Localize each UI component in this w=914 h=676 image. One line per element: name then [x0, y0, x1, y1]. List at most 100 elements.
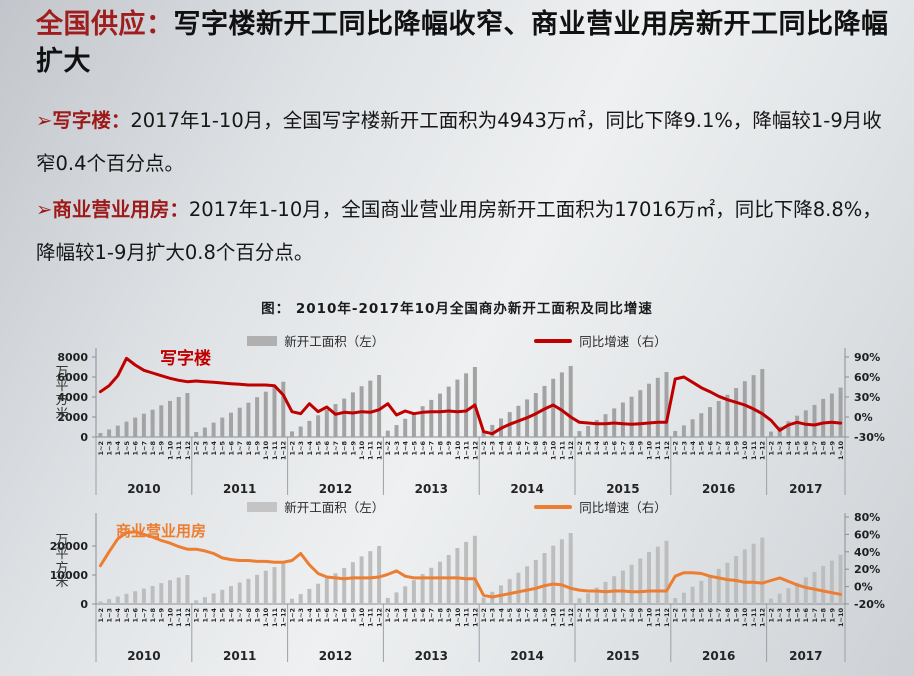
- svg-text:1~5: 1~5: [314, 608, 322, 623]
- office-chart: 0 2000 4000 6000 8000 -30% 0% 30% 60% 90% 1~2 1~3 1~…: [0, 346, 914, 500]
- svg-text:1~9: 1~9: [158, 608, 166, 623]
- svg-text:2017: 2017: [789, 649, 822, 663]
- svg-text:1~6: 1~6: [227, 608, 235, 623]
- svg-text:1~11: 1~11: [271, 441, 279, 460]
- svg-text:10000: 10000: [50, 569, 89, 582]
- svg-text:平: 平: [55, 547, 68, 562]
- svg-text:方: 方: [55, 560, 68, 576]
- svg-text:1~2: 1~2: [480, 608, 488, 623]
- svg-text:1~7: 1~7: [332, 608, 340, 623]
- svg-text:1~4: 1~4: [497, 441, 505, 456]
- svg-text:1~11: 1~11: [175, 608, 183, 627]
- svg-text:1~7: 1~7: [619, 608, 627, 623]
- svg-text:2015: 2015: [606, 649, 639, 663]
- svg-text:2010: 2010: [127, 649, 160, 663]
- svg-text:1~8: 1~8: [245, 608, 253, 623]
- svg-text:1~12: 1~12: [184, 441, 192, 460]
- svg-text:1~12: 1~12: [567, 608, 575, 627]
- svg-text:1~8: 1~8: [149, 441, 157, 456]
- svg-text:1~9: 1~9: [733, 608, 741, 623]
- svg-text:1~6: 1~6: [611, 608, 619, 623]
- svg-text:1~7: 1~7: [428, 441, 436, 456]
- svg-text:1~5: 1~5: [602, 608, 610, 623]
- svg-text:1~6: 1~6: [515, 608, 523, 623]
- commercial-chart: 0 10000 20000 -20% 0% 20% 40% 60% 80% 1~2 1~3 1~4 1~…: [0, 500, 914, 672]
- svg-text:1~4: 1~4: [114, 441, 122, 456]
- svg-text:1~12: 1~12: [663, 608, 671, 627]
- svg-text:1~8: 1~8: [149, 608, 157, 623]
- svg-text:1~10: 1~10: [741, 441, 749, 460]
- svg-text:1~10: 1~10: [645, 441, 653, 460]
- svg-text:1~7: 1~7: [140, 608, 148, 623]
- svg-text:1~5: 1~5: [123, 608, 131, 623]
- svg-text:万: 万: [55, 533, 68, 548]
- svg-text:1~3: 1~3: [201, 608, 209, 623]
- svg-text:40%: 40%: [854, 546, 880, 559]
- svg-text:1~4: 1~4: [593, 441, 601, 456]
- svg-text:60%: 60%: [854, 371, 880, 384]
- svg-text:1~9: 1~9: [445, 608, 453, 623]
- svg-text:1~6: 1~6: [802, 441, 810, 456]
- svg-text:1~7: 1~7: [236, 441, 244, 456]
- svg-text:2011: 2011: [223, 482, 256, 496]
- bar-swatch-icon: [247, 501, 278, 512]
- legend-commercial: 新开工面积（左） 同比增速（右）: [0, 497, 914, 516]
- svg-text:1~6: 1~6: [419, 441, 427, 456]
- svg-text:1~2: 1~2: [384, 441, 392, 456]
- svg-text:2016: 2016: [702, 482, 735, 496]
- svg-text:-20%: -20%: [854, 598, 885, 611]
- svg-text:1~12: 1~12: [759, 608, 767, 627]
- svg-text:1~2: 1~2: [384, 608, 392, 623]
- bullet-list: ➢写字楼：2017年1-10月，全国写字楼新开工面积为4943万㎡，同比下降9.…: [36, 99, 886, 277]
- svg-text:1~3: 1~3: [297, 441, 305, 456]
- svg-text:1~8: 1~8: [628, 441, 636, 456]
- svg-text:1~12: 1~12: [567, 441, 575, 460]
- svg-text:1~5: 1~5: [219, 441, 227, 456]
- svg-text:1~4: 1~4: [210, 608, 218, 623]
- svg-text:2014: 2014: [510, 482, 543, 496]
- svg-text:米: 米: [55, 407, 68, 422]
- svg-text:1~8: 1~8: [628, 608, 636, 623]
- svg-text:1~8: 1~8: [724, 608, 732, 623]
- svg-text:1~7: 1~7: [619, 441, 627, 456]
- svg-text:平: 平: [55, 379, 68, 394]
- svg-text:1~6: 1~6: [802, 608, 810, 623]
- page-title-rest: 写字楼新开工同比降幅收窄、商业营业用房新开工同比降幅扩大: [36, 9, 889, 77]
- svg-text:1~10: 1~10: [645, 608, 653, 627]
- bullet-office-text: 2017年1-10月，全国写字楼新开工面积为4943万㎡，同比下降9.1%，降幅…: [36, 109, 882, 175]
- svg-text:1~3: 1~3: [105, 608, 113, 623]
- svg-text:1~5: 1~5: [698, 608, 706, 623]
- svg-text:0%: 0%: [854, 581, 873, 594]
- svg-text:1~10: 1~10: [262, 608, 270, 627]
- svg-text:1~8: 1~8: [436, 608, 444, 623]
- svg-text:1~3: 1~3: [584, 608, 592, 623]
- svg-text:1~6: 1~6: [227, 441, 235, 456]
- svg-text:1~12: 1~12: [280, 608, 288, 627]
- svg-text:1~8: 1~8: [820, 441, 828, 456]
- svg-text:20%: 20%: [854, 563, 880, 576]
- svg-text:1~3: 1~3: [393, 608, 401, 623]
- svg-text:30%: 30%: [854, 391, 880, 404]
- svg-text:1~11: 1~11: [558, 608, 566, 627]
- svg-text:写字楼: 写字楼: [160, 348, 211, 369]
- svg-text:1~4: 1~4: [306, 608, 314, 623]
- svg-text:1~2: 1~2: [767, 608, 775, 623]
- line-swatch-icon: [534, 504, 573, 509]
- svg-text:1~3: 1~3: [201, 441, 209, 456]
- bullet-commercial-text: 2017年1-10月，全国商业营业用房新开工面积为17016万㎡，同比下降8.8…: [36, 198, 882, 264]
- svg-text:1~12: 1~12: [280, 441, 288, 460]
- svg-text:1~2: 1~2: [480, 441, 488, 456]
- svg-text:1~6: 1~6: [515, 441, 523, 456]
- legend-commercial-growth-label: 同比增速（右）: [579, 500, 667, 515]
- svg-text:1~4: 1~4: [114, 608, 122, 623]
- svg-text:2010: 2010: [127, 482, 160, 496]
- svg-text:1~10: 1~10: [550, 608, 558, 627]
- svg-text:1~11: 1~11: [654, 441, 662, 460]
- legend-office-area: 新开工面积（左）: [247, 331, 384, 350]
- svg-text:1~3: 1~3: [105, 441, 113, 456]
- svg-text:1~8: 1~8: [532, 441, 540, 456]
- bullet-commercial: ➢商业营业用房：2017年1-10月，全国商业营业用房新开工面积为17016万㎡…: [36, 188, 886, 274]
- line-swatch-icon: [534, 338, 573, 343]
- svg-text:1~8: 1~8: [341, 608, 349, 623]
- svg-text:1~11: 1~11: [654, 608, 662, 627]
